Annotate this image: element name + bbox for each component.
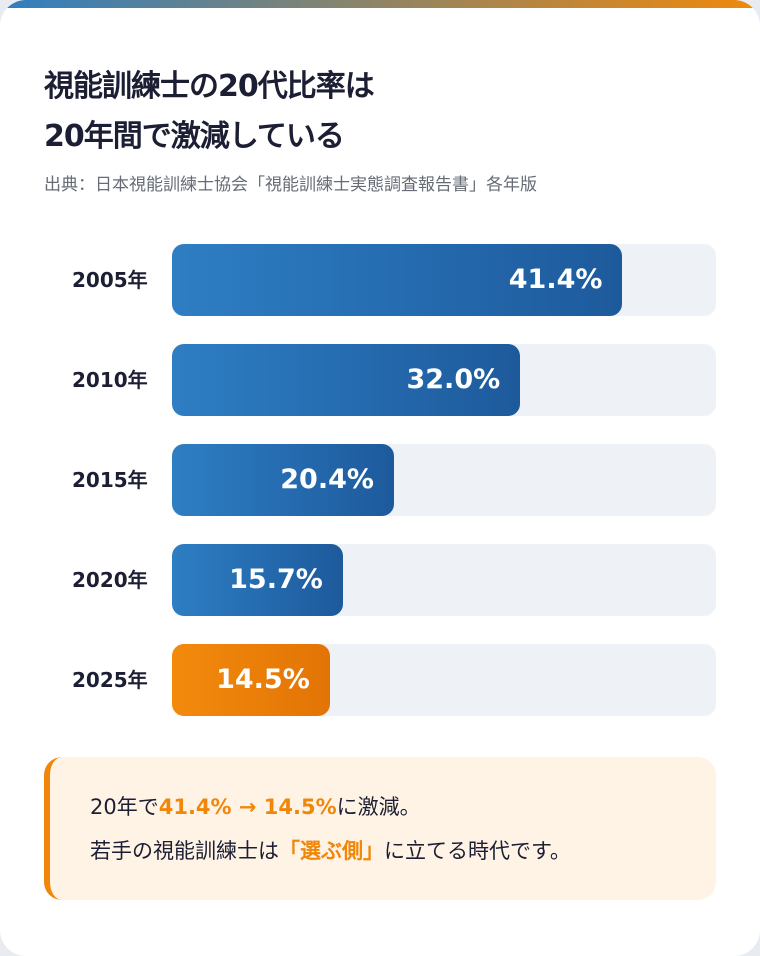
value-label: 15.7% bbox=[229, 564, 323, 595]
chart-title: 視能訓練士の20代比率は 20年間で激減している bbox=[44, 62, 375, 162]
callout-text: に立てる時代です。 bbox=[384, 839, 571, 863]
bar-row: 2005年 41.4% bbox=[0, 244, 760, 316]
value-label: 14.5% bbox=[216, 664, 310, 695]
bar: 15.7% bbox=[172, 544, 343, 616]
category-label: 2025年 bbox=[72, 668, 148, 692]
summary-callout: 20年で41.4% → 14.5%に激減。 若手の視能訓練士は「選ぶ側」に立てる… bbox=[44, 757, 716, 900]
accent-bar bbox=[0, 0, 760, 8]
bar-row: 2015年 20.4% bbox=[0, 444, 760, 516]
bar-track: 20.4% bbox=[172, 444, 716, 516]
callout-line-2: 若手の視能訓練士は「選ぶ側」に立てる時代です。 bbox=[90, 835, 571, 865]
callout-highlight: 41.4% → 14.5% bbox=[158, 795, 337, 819]
category-label: 2005年 bbox=[72, 268, 148, 292]
category-label: 2010年 bbox=[72, 368, 148, 392]
category-label: 2020年 bbox=[72, 568, 148, 592]
callout-highlight: 「選ぶ側」 bbox=[279, 839, 384, 863]
value-label: 32.0% bbox=[406, 364, 501, 395]
callout-text: に激減。 bbox=[336, 795, 421, 819]
bar-track: 41.4% bbox=[172, 244, 716, 316]
bar-track: 14.5% bbox=[172, 644, 716, 716]
callout-line-1: 20年で41.4% → 14.5%に激減。 bbox=[90, 791, 421, 821]
bar: 14.5% bbox=[172, 644, 330, 716]
source-note: 出典：日本視能訓練士協会「視能訓練士実態調査報告書」各年版 bbox=[44, 175, 537, 195]
bar: 41.4% bbox=[172, 244, 623, 316]
bar-row: 2020年 15.7% bbox=[0, 544, 760, 616]
callout-text: 20年で bbox=[90, 795, 159, 819]
bar-track: 15.7% bbox=[172, 544, 716, 616]
callout-text: 若手の視能訓練士は bbox=[90, 839, 279, 863]
bar-row: 2025年 14.5% bbox=[0, 644, 760, 716]
bar: 20.4% bbox=[172, 444, 394, 516]
title-line-2: 20年間で激減している bbox=[44, 119, 345, 154]
value-label: 41.4% bbox=[508, 264, 603, 295]
bar-track: 32.0% bbox=[172, 344, 716, 416]
bar-row: 2010年 32.0% bbox=[0, 344, 760, 416]
value-label: 20.4% bbox=[280, 464, 374, 495]
bar: 32.0% bbox=[172, 344, 521, 416]
title-line-1: 視能訓練士の20代比率は bbox=[44, 69, 375, 104]
category-label: 2015年 bbox=[72, 468, 148, 492]
